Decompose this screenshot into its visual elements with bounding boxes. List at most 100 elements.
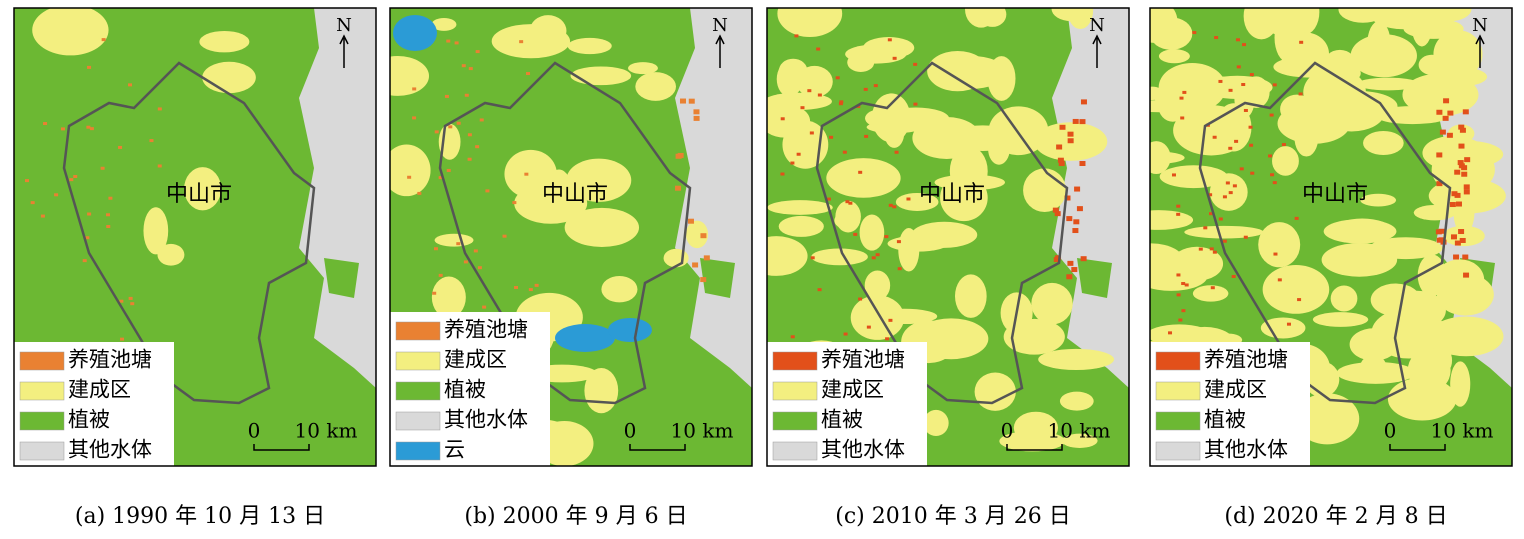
pond [1442,115,1449,121]
caption: (b) 2000 年 9 月 6 日 [464,504,687,529]
pond [1455,201,1462,207]
pond [119,299,124,303]
pond [433,247,438,251]
scale-end: 10 km [671,419,734,443]
pond [1067,131,1074,137]
pond [693,115,700,121]
pond [866,325,871,329]
pond [845,200,850,204]
pond [1249,143,1254,147]
pond [848,201,853,205]
pond [1242,43,1247,47]
pond [780,117,785,121]
legend-label: 其他水体 [68,438,152,462]
built-area [1192,285,1229,302]
pond [438,176,443,180]
built-area [912,116,981,159]
built-area [1453,188,1475,235]
pond [524,172,529,176]
legend-label: 植被 [1204,408,1246,432]
legend-label: 云 [444,438,465,462]
built-area [955,274,987,318]
pond [1176,273,1181,277]
pond [1059,124,1066,130]
pond [1182,90,1187,94]
built-area [1150,100,1198,113]
legend-label: 植被 [444,378,486,402]
built-area [934,174,1005,191]
built-area [1436,273,1494,316]
north-arrow [1475,34,1485,68]
pond [1072,118,1079,124]
built-area [1260,317,1306,339]
built-area [777,8,843,37]
legend-swatch [395,381,441,401]
built-area [1158,49,1190,64]
pond [468,67,473,71]
legend-swatch [19,381,65,401]
pond [106,225,111,229]
pond [106,213,111,217]
pond [1225,181,1230,185]
scale-start: 0 [248,419,261,443]
pond [1268,154,1273,158]
pond [438,273,443,277]
built-area [796,65,833,98]
pond [30,201,35,205]
land [700,258,735,298]
scale-end: 10 km [295,419,358,443]
pond [913,62,918,66]
legend-swatch [1155,441,1201,461]
scale-bar [629,444,686,451]
pond [128,83,133,87]
legend-swatch [395,351,441,371]
north-label: N [712,15,728,36]
built-area [390,56,430,96]
pond [1066,274,1073,280]
pond [502,234,507,238]
built-area [847,52,875,72]
legend-label: 其他水体 [444,408,528,432]
built-area [1432,67,1488,87]
pond [1234,139,1239,143]
built-area [1349,328,1399,361]
pond [1176,204,1181,208]
pond [839,100,844,104]
pond [1209,247,1214,251]
built-area [1312,312,1369,327]
built-area [564,207,640,248]
north-arrow [339,34,349,68]
built-area [1433,30,1483,79]
built-area [1150,261,1208,291]
pond [1180,116,1185,120]
pond [1064,195,1071,201]
built-area [431,18,457,31]
built-area [1242,76,1270,108]
north-arrow [715,34,725,68]
pond [448,125,453,129]
pond [467,157,472,161]
pond [853,232,858,236]
cloud [555,324,615,352]
built-area [1150,141,1171,175]
scale-bar [1006,444,1063,451]
pond [73,175,78,179]
scale-end: 10 km [1048,419,1111,443]
pond [479,118,484,122]
pond [1436,109,1443,115]
legend-label: 其他水体 [821,438,905,462]
pond [896,240,901,244]
legend-swatch [19,411,65,431]
pond [790,161,795,165]
built-area [1370,8,1437,30]
legend-swatch [1155,411,1201,431]
built-area [826,158,901,198]
pond [1214,36,1219,40]
pond [826,197,831,201]
pond [1176,293,1181,297]
built-area [1356,77,1420,91]
scale-bar [1389,444,1446,451]
built-area [1031,282,1073,325]
